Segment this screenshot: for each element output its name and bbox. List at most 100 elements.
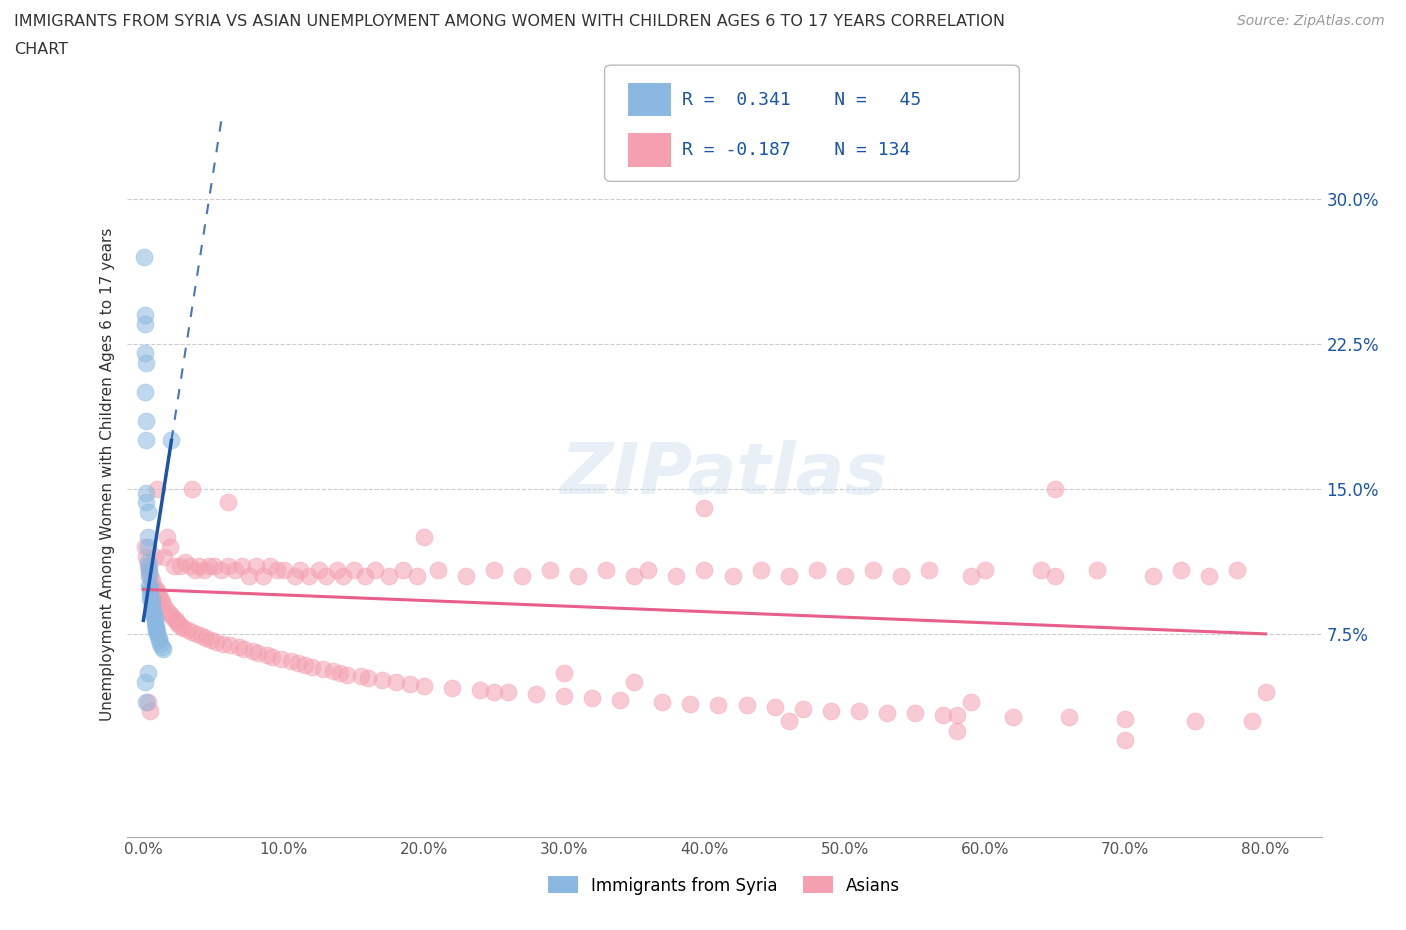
Text: ZIPatlas: ZIPatlas xyxy=(561,440,887,509)
Text: R = -0.187    N = 134: R = -0.187 N = 134 xyxy=(682,141,910,159)
Point xyxy=(146,627,169,642)
Point xyxy=(890,568,912,583)
Point xyxy=(135,433,157,448)
Point xyxy=(145,622,167,637)
Point xyxy=(148,631,170,645)
Point xyxy=(138,559,160,574)
Point xyxy=(364,563,387,578)
Point xyxy=(212,636,235,651)
Point xyxy=(134,539,156,554)
Point xyxy=(385,675,408,690)
Point xyxy=(974,563,997,578)
Point xyxy=(567,568,589,583)
Point xyxy=(150,593,173,608)
Point xyxy=(202,559,225,574)
Point xyxy=(148,588,170,603)
Point xyxy=(160,607,183,622)
Point xyxy=(184,563,207,578)
Point xyxy=(1114,711,1136,726)
Point xyxy=(280,654,302,669)
Point xyxy=(143,611,166,626)
Point xyxy=(135,485,157,500)
Point xyxy=(440,681,463,696)
Point xyxy=(1142,568,1164,583)
Point xyxy=(135,549,157,564)
Point xyxy=(538,563,561,578)
Point xyxy=(665,568,688,583)
Point xyxy=(343,563,366,578)
Point xyxy=(142,604,165,618)
Point xyxy=(1226,563,1249,578)
Point xyxy=(170,618,193,633)
Point xyxy=(135,694,157,709)
Point xyxy=(581,690,603,705)
Point xyxy=(1240,713,1263,728)
Point xyxy=(960,568,983,583)
Point xyxy=(138,578,160,593)
Point xyxy=(332,568,354,583)
Point xyxy=(524,686,547,701)
Point xyxy=(179,559,201,574)
Point xyxy=(139,591,162,606)
Point xyxy=(141,602,163,617)
Point xyxy=(139,588,162,603)
Point xyxy=(142,607,165,622)
Point xyxy=(392,563,415,578)
Point xyxy=(159,539,181,554)
Point xyxy=(454,568,477,583)
Point xyxy=(145,620,167,635)
Point xyxy=(371,673,394,688)
Point xyxy=(778,713,800,728)
Point xyxy=(413,679,436,694)
Point xyxy=(266,563,288,578)
Point xyxy=(224,563,246,578)
Point xyxy=(145,582,167,597)
Point xyxy=(378,568,401,583)
Point xyxy=(146,625,169,640)
Point xyxy=(136,694,159,709)
Point xyxy=(139,568,162,583)
Point xyxy=(169,559,191,574)
Point xyxy=(1198,568,1220,583)
Point xyxy=(138,568,160,583)
Point xyxy=(468,683,491,698)
Point xyxy=(290,563,312,578)
Point xyxy=(135,414,157,429)
Point xyxy=(1254,684,1277,699)
Legend: Immigrants from Syria, Asians: Immigrants from Syria, Asians xyxy=(541,870,907,901)
Point xyxy=(270,652,292,667)
Point xyxy=(259,559,281,574)
Point xyxy=(932,708,955,723)
Point xyxy=(301,659,323,674)
Point xyxy=(749,563,772,578)
Point xyxy=(132,249,155,264)
Point xyxy=(946,724,969,738)
Point xyxy=(217,495,239,510)
Point xyxy=(820,704,842,719)
Point xyxy=(595,563,617,578)
Point xyxy=(228,640,250,655)
Point xyxy=(150,640,173,655)
Point xyxy=(153,549,176,564)
Point xyxy=(142,578,165,593)
Text: IMMIGRANTS FROM SYRIA VS ASIAN UNEMPLOYMENT AMONG WOMEN WITH CHILDREN AGES 6 TO : IMMIGRANTS FROM SYRIA VS ASIAN UNEMPLOYM… xyxy=(14,14,1005,29)
Point xyxy=(623,675,645,690)
Point xyxy=(848,704,870,719)
Point xyxy=(426,563,449,578)
Point xyxy=(136,665,159,680)
Point xyxy=(209,563,232,578)
Point xyxy=(1184,713,1206,728)
Point xyxy=(238,568,260,583)
Point xyxy=(149,636,172,651)
Point xyxy=(1085,563,1108,578)
Point xyxy=(862,563,884,578)
Point xyxy=(707,698,730,713)
Point xyxy=(166,615,188,630)
Point xyxy=(273,563,295,578)
Point xyxy=(136,530,159,545)
Text: R =  0.341    N =   45: R = 0.341 N = 45 xyxy=(682,91,921,109)
Point xyxy=(252,568,274,583)
Point xyxy=(553,688,575,703)
Point xyxy=(148,632,170,647)
Point xyxy=(193,563,215,578)
